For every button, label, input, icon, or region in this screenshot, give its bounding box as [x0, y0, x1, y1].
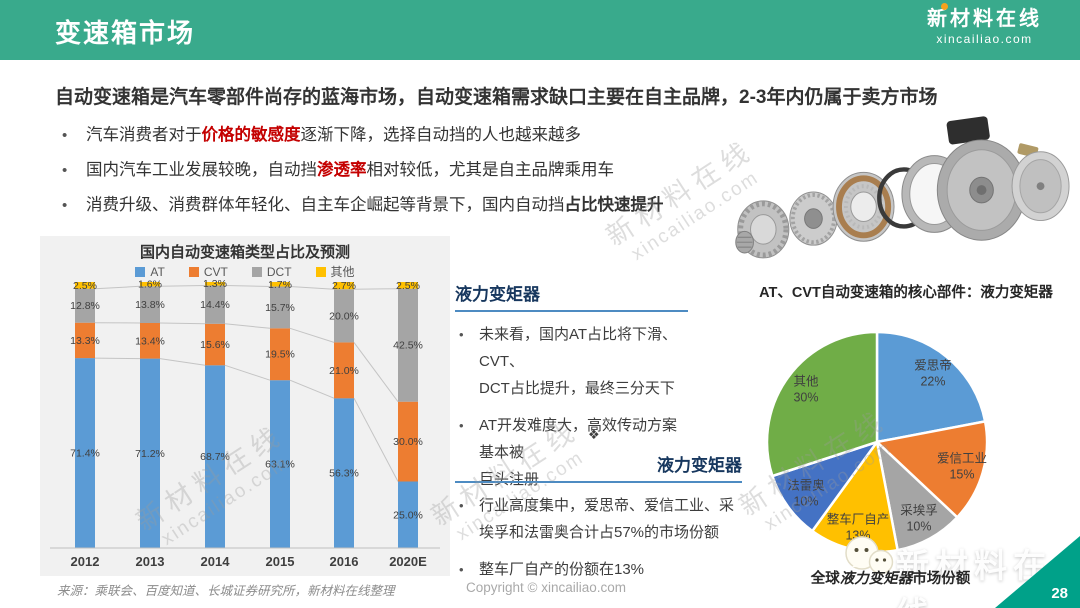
section-heading: 液力变矩器: [455, 451, 742, 483]
svg-text:1.7%: 1.7%: [268, 279, 292, 291]
svg-text:63.1%: 63.1%: [265, 459, 295, 471]
svg-text:2013: 2013: [136, 554, 165, 569]
bullet-marker: •: [459, 562, 464, 577]
logo-text-cn: 新材料在线: [927, 8, 1042, 30]
dome-cover: [1011, 151, 1070, 222]
pie-section-title: AT、CVT自动变速箱的核心部件：液力变矩器: [759, 285, 1053, 301]
page-title: 变速箱市场: [55, 18, 196, 48]
svg-text:42.5%: 42.5%: [393, 340, 423, 352]
svg-text:25.0%: 25.0%: [393, 509, 423, 521]
pie-chart: 爱思帝 22% 爱信工业 15% 采埃孚 10% 整车厂自产 13% 法雷奥 10% 其他 30%: [762, 327, 992, 557]
source-note: 来源：乘联会、百度知道、长城证券研究所，新材料在线整理: [57, 584, 395, 598]
logo-dot-icon: [941, 3, 948, 10]
header-bar: 变速箱市场 新材料在线 xincailiao.com: [0, 0, 1080, 60]
legend-swatch: [251, 266, 262, 277]
svg-text:13.3%: 13.3%: [70, 335, 100, 347]
pie-chart-plot: [765, 330, 989, 554]
pie-slice-label: 爱思帝 22%: [914, 358, 952, 388]
svg-text:19.5%: 19.5%: [265, 349, 295, 361]
section-torque-converter-1: 液力变矩器 • 未来看，国内AT占比将下滑、CVT、 DCT占比提升，最终三分天下 •…: [455, 280, 688, 503]
key-points-list: • 汽车消费者对于价格的敏感度逐渐下降，选择自动挡的人也越来越多 • 国内汽车工业发展…: [58, 124, 728, 229]
svg-text:14.4%: 14.4%: [200, 299, 230, 311]
pie-slice-label: 其他 30%: [793, 374, 819, 404]
bullet-marker: •: [459, 418, 464, 433]
svg-text:2.5%: 2.5%: [73, 280, 97, 292]
svg-text:21.0%: 21.0%: [329, 365, 359, 377]
svg-text:2.5%: 2.5%: [396, 280, 420, 292]
pie-slice-label: 爱信工业 15%: [936, 451, 988, 481]
brand-logo: 新材料在线 xincailiao.com: [927, 3, 1042, 46]
pie-slice-label: 整车厂自产 13%: [826, 512, 890, 542]
bullet-marker: •: [62, 162, 68, 179]
pie-slice-label: 采埃孚 10%: [900, 503, 938, 533]
section-bullet: • AT开发难度大，高效传动方案基本被 巨头注册: [455, 412, 688, 493]
key-point: • 国内汽车工业发展较晚，自动挡渗透率相对较低，尤其是自主品牌乘用车: [58, 159, 728, 182]
torque-converter-image: [722, 106, 1072, 284]
headline: 自动变速箱是汽车零部件尚存的蓝海市场，自动变速箱需求缺口主要在自主品牌，2-3年…: [55, 87, 938, 108]
svg-text:2012: 2012: [71, 554, 100, 569]
housing: [936, 116, 1039, 241]
key-point: • 汽车消费者对于价格的敏感度逐渐下降，选择自动挡的人也越来越多: [58, 124, 728, 147]
section-bullet: • 未来看，国内AT占比将下滑、CVT、 DCT占比提升，最终三分天下: [455, 321, 688, 402]
svg-text:1.6%: 1.6%: [138, 279, 162, 291]
svg-text:2014: 2014: [201, 554, 231, 569]
section-bullet: • 行业高度集中，爱思帝、爱信工业、采 埃孚和法雷奥合计占57%的市场份额: [455, 492, 742, 546]
svg-text:2015: 2015: [266, 554, 295, 569]
svg-text:71.2%: 71.2%: [135, 448, 165, 460]
divider-symbol: ❖: [588, 427, 600, 442]
bullet-marker: •: [62, 197, 68, 214]
svg-text:2020E: 2020E: [389, 554, 427, 569]
section-bullets: • 行业高度集中，爱思帝、爱信工业、采 埃孚和法雷奥合计占57%的市场份额 • 整车厂自…: [455, 492, 742, 583]
section-heading: 液力变矩器: [455, 280, 688, 312]
legend-item: 其他: [315, 263, 355, 280]
bullet-marker: •: [459, 498, 464, 513]
svg-text:20.0%: 20.0%: [329, 310, 359, 322]
svg-text:71.4%: 71.4%: [70, 448, 100, 460]
section-bullets: • 未来看，国内AT占比将下滑、CVT、 DCT占比提升，最终三分天下 • AT开发难度…: [455, 321, 688, 493]
svg-text:68.7%: 68.7%: [200, 451, 230, 463]
bar-chart-title: 国内自动变速箱类型占比及预测: [139, 244, 350, 261]
svg-text:12.8%: 12.8%: [70, 300, 100, 312]
gear-hub: [735, 200, 790, 259]
copyright: Copyright © xincailiao.com: [466, 580, 627, 595]
logo-text-en: xincailiao.com: [936, 32, 1033, 46]
bullet-marker: •: [62, 127, 68, 144]
pie-slice-label: 法雷奥 10%: [787, 478, 825, 508]
svg-text:2.7%: 2.7%: [332, 280, 356, 292]
svg-text:56.3%: 56.3%: [329, 468, 359, 480]
svg-text:13.8%: 13.8%: [135, 299, 165, 311]
svg-text:15.6%: 15.6%: [200, 339, 230, 351]
legend-swatch: [188, 266, 199, 277]
svg-text:30.0%: 30.0%: [393, 436, 423, 448]
section-bullet: • 整车厂自产的份额在13%: [455, 556, 742, 583]
splined-disc: [789, 191, 838, 246]
svg-text:1.3%: 1.3%: [203, 278, 227, 290]
svg-text:13.4%: 13.4%: [135, 335, 165, 347]
svg-text:2016: 2016: [330, 554, 359, 569]
section-torque-converter-2: 液力变矩器 • 行业高度集中，爱思帝、爱信工业、采 埃孚和法雷奥合计占57%的市场份…: [455, 451, 742, 593]
bar-chart-legend: AT CVT DCT 其他: [40, 263, 450, 280]
pie-chart-caption: 全球液力变矩器市场份额: [810, 571, 971, 587]
legend-swatch: [135, 266, 146, 277]
bar-chart-plot: 71.4% 13.3% 12.8% 2.5% 2012 71.2% 13.4% 13.8% 1.…: [50, 278, 440, 569]
page-number: 28: [1051, 585, 1068, 602]
bullet-marker: •: [459, 327, 464, 342]
svg-text:15.7%: 15.7%: [265, 302, 295, 314]
key-point: • 消费升级、消费群体年轻化、自主车企崛起等背景下，国内自动挡占比快速提升: [58, 194, 728, 217]
legend-item: DCT: [251, 263, 292, 280]
bar-chart: 71.4% 13.3% 12.8% 2.5% 2012 71.2% 13.4% 13.8% 1.…: [40, 236, 450, 576]
legend-item: CVT: [188, 263, 228, 280]
legend-swatch: [315, 266, 326, 277]
legend-item: AT: [135, 263, 165, 280]
